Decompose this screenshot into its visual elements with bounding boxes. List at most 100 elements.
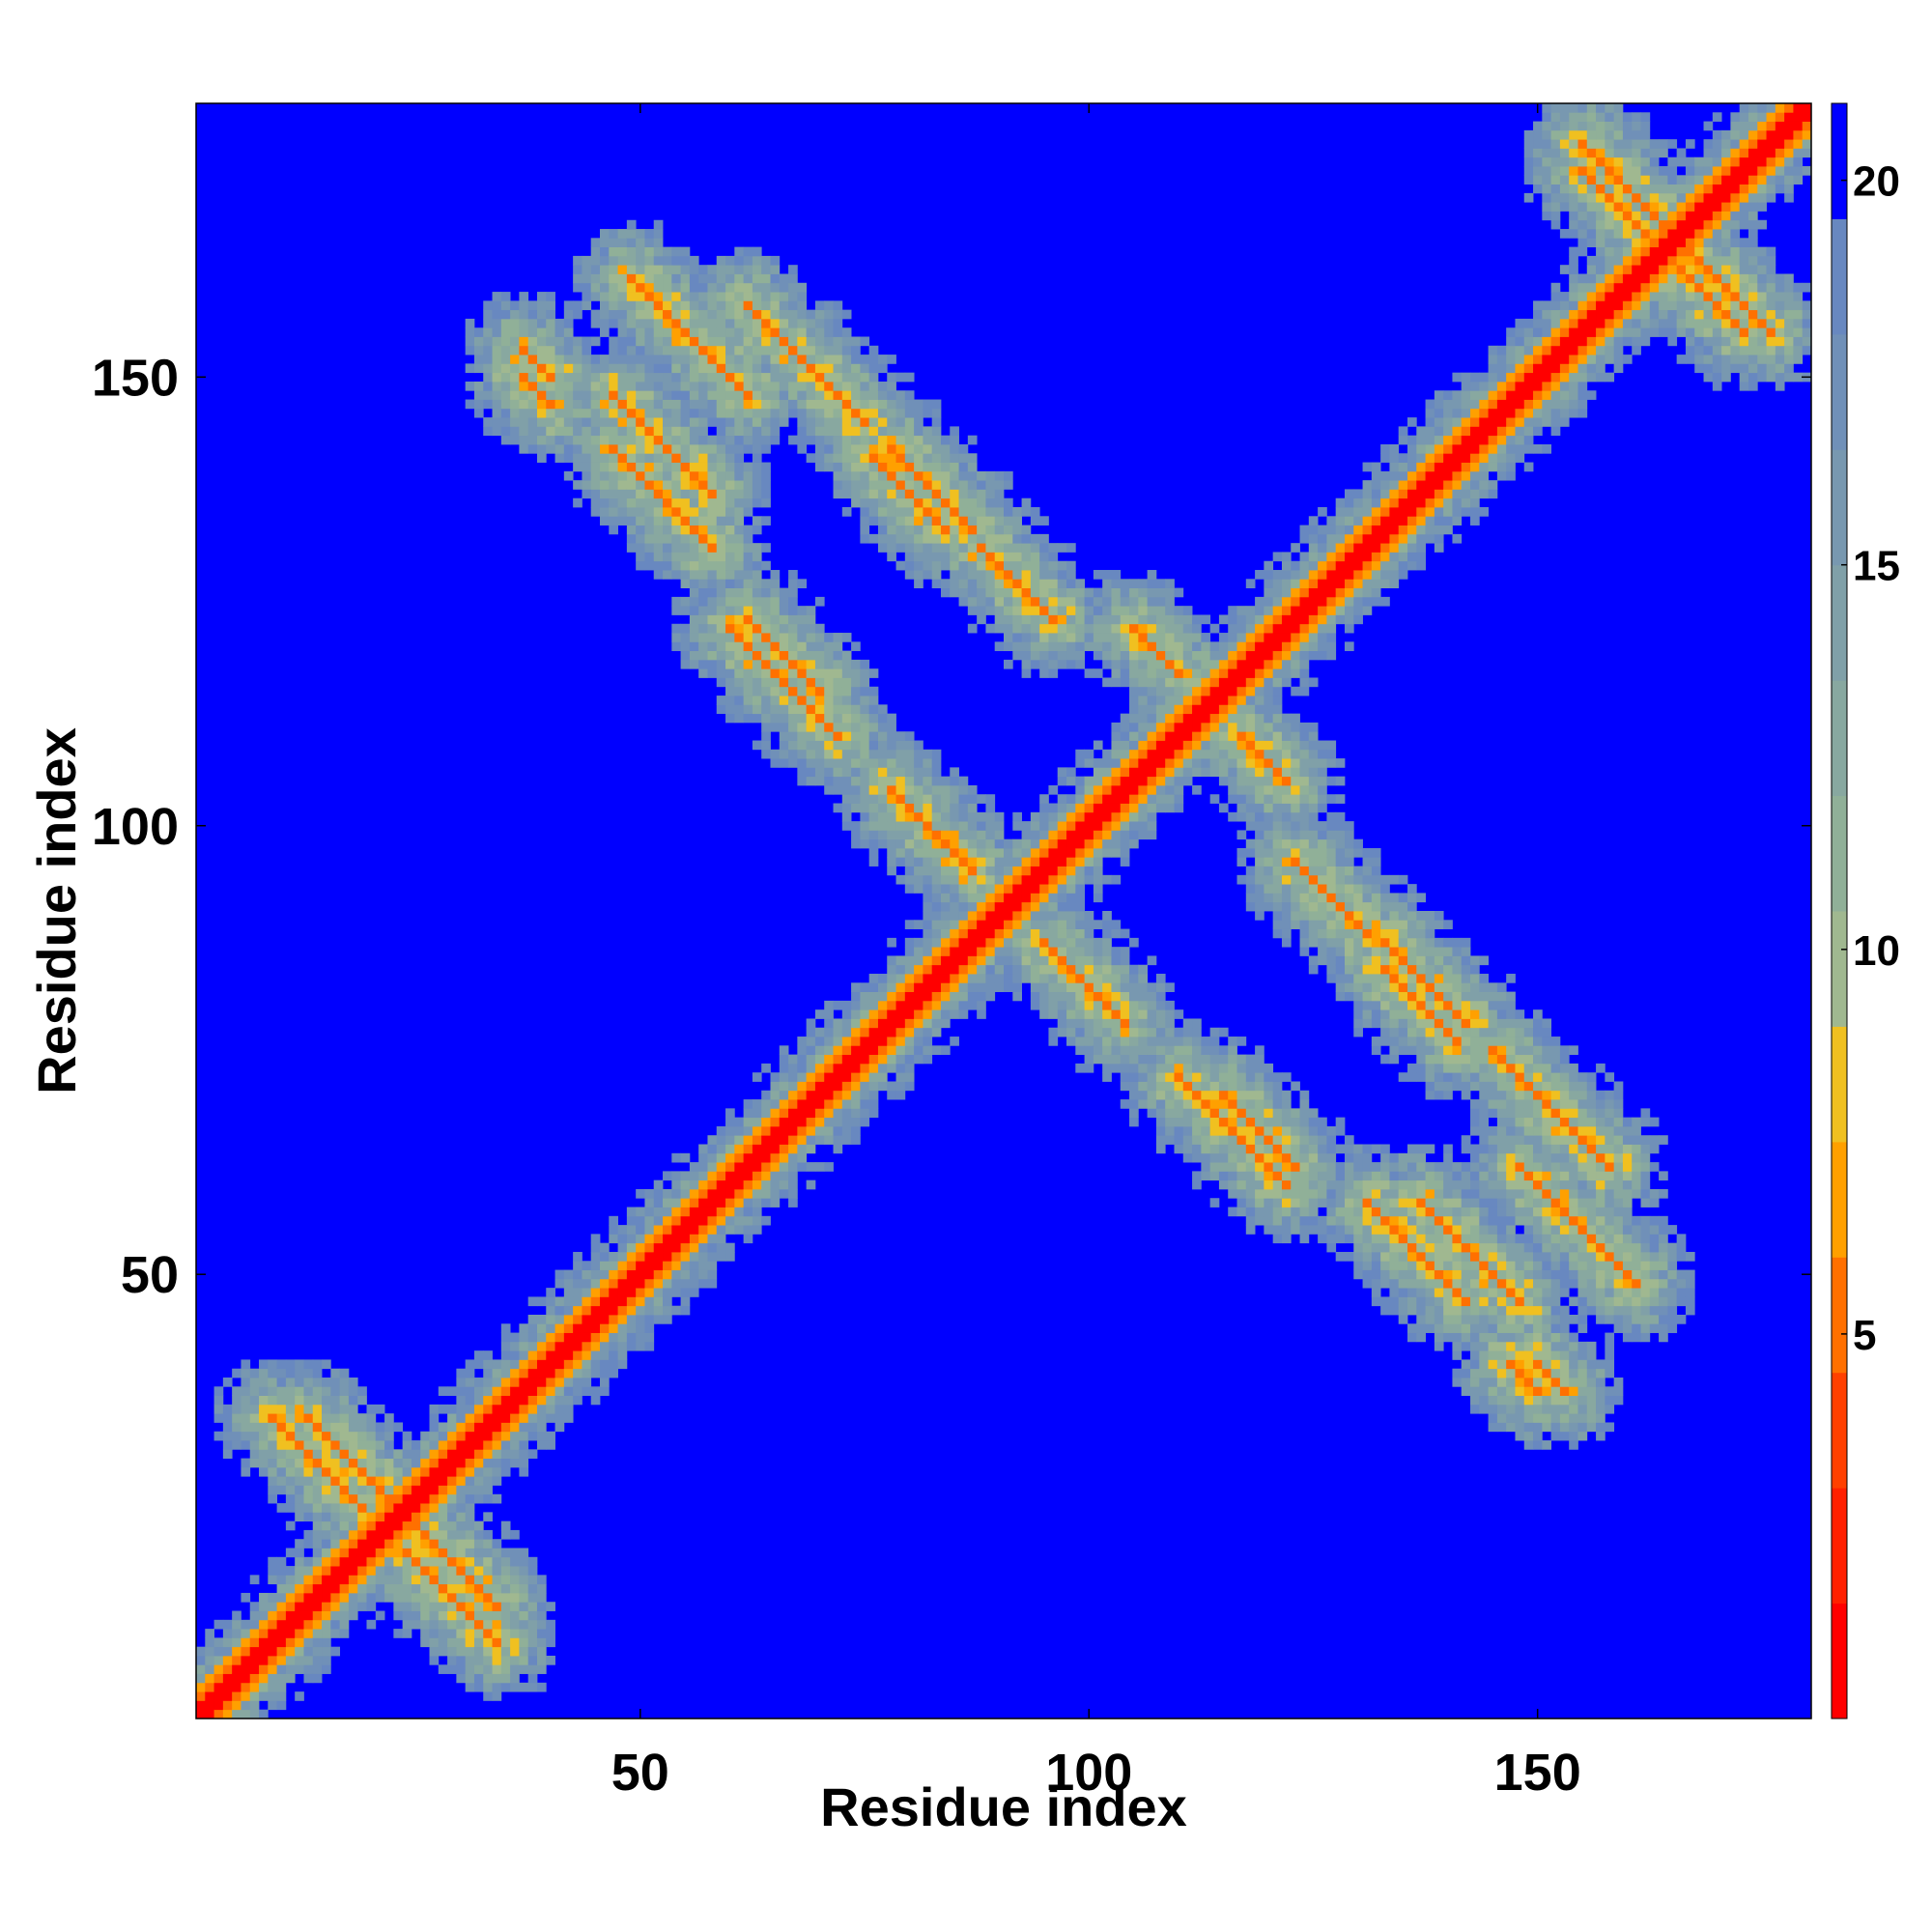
- heatmap-cell: [1218, 767, 1229, 778]
- heatmap-cell: [213, 1386, 224, 1396]
- heatmap-cell: [285, 1592, 296, 1603]
- heatmap-cell: [725, 265, 735, 274]
- heatmap-cell: [312, 1664, 323, 1674]
- heatmap-cell: [582, 480, 592, 490]
- heatmap-cell: [940, 821, 951, 831]
- heatmap-cell: [895, 1054, 906, 1065]
- heatmap-cell: [626, 1215, 637, 1226]
- heatmap-cell: [473, 336, 484, 347]
- heatmap-cell: [600, 309, 610, 320]
- heatmap-cell: [841, 355, 852, 364]
- heatmap-cell: [1102, 767, 1112, 778]
- heatmap-cell: [1192, 1152, 1202, 1163]
- heatmap-cell: [887, 453, 896, 463]
- heatmap-cell: [868, 372, 879, 383]
- heatmap-cell: [196, 1700, 206, 1711]
- heatmap-cell: [1129, 784, 1139, 795]
- heatmap-cell: [1165, 1090, 1175, 1100]
- heatmap-cell: [1138, 696, 1149, 705]
- heatmap-cell: [851, 408, 861, 418]
- heatmap-cell: [1030, 893, 1040, 903]
- heatmap-cell: [788, 1198, 798, 1208]
- heatmap-cell: [563, 1288, 574, 1297]
- heatmap-cell: [1048, 1037, 1059, 1046]
- heatmap-cell: [779, 650, 789, 661]
- heatmap-cell: [500, 1575, 511, 1585]
- heatmap-cell: [1120, 1099, 1130, 1109]
- heatmap-cell: [770, 606, 781, 615]
- heatmap-cell: [1201, 614, 1211, 625]
- heatmap-cell: [887, 489, 896, 499]
- heatmap-cell: [573, 1350, 582, 1360]
- heatmap-cell: [626, 489, 637, 499]
- heatmap-cell: [887, 507, 896, 517]
- heatmap-cell: [663, 1288, 672, 1297]
- heatmap-cell: [1030, 587, 1040, 598]
- heatmap-cell: [923, 955, 933, 966]
- heatmap-cell: [788, 1108, 798, 1119]
- heatmap-cell: [1129, 821, 1139, 831]
- heatmap-cell: [546, 1404, 555, 1414]
- heatmap-cell: [806, 1099, 816, 1109]
- heatmap-cell: [626, 327, 637, 337]
- heatmap-cell: [411, 1583, 421, 1594]
- heatmap-cell: [1048, 955, 1059, 966]
- heatmap-cell: [1120, 713, 1130, 724]
- heatmap-cell: [841, 1117, 852, 1127]
- heatmap-cell: [339, 1449, 350, 1460]
- heatmap-cell: [1192, 614, 1202, 625]
- heatmap-cell: [707, 300, 718, 311]
- heatmap-cell: [824, 408, 834, 418]
- heatmap-cell: [1075, 937, 1085, 948]
- heatmap-cell: [797, 327, 808, 337]
- heatmap-cell: [931, 991, 942, 1002]
- heatmap-cell: [1228, 1125, 1237, 1136]
- heatmap-cell: [824, 1090, 834, 1100]
- heatmap-cell: [447, 1566, 457, 1576]
- heatmap-cell: [887, 1090, 896, 1100]
- heatmap-cell: [636, 516, 645, 526]
- heatmap-cell: [1102, 1037, 1112, 1046]
- heatmap-cell: [725, 1251, 735, 1262]
- heatmap-cell: [1030, 533, 1040, 544]
- heatmap-cell: [860, 480, 870, 490]
- heatmap-cell: [698, 623, 708, 634]
- heatmap-cell: [573, 336, 582, 347]
- heatmap-cell: [1012, 543, 1022, 553]
- heatmap-cell: [967, 579, 978, 588]
- heatmap-cell: [285, 1359, 296, 1370]
- heatmap-cell: [779, 704, 789, 715]
- heatmap-cell: [1147, 1099, 1157, 1109]
- heatmap-cell: [644, 1305, 655, 1316]
- heatmap-cell: [904, 560, 915, 571]
- heatmap-cell: [1155, 1054, 1166, 1065]
- heatmap-cell: [814, 426, 825, 437]
- heatmap-cell: [977, 543, 986, 553]
- heatmap-cell: [940, 552, 951, 562]
- heatmap-cell: [1057, 614, 1067, 625]
- heatmap-cell: [680, 345, 691, 355]
- heatmap-cell: [339, 1610, 350, 1621]
- heatmap-cell: [680, 570, 691, 580]
- heatmap-cell: [734, 533, 745, 544]
- heatmap-cell: [1057, 767, 1067, 778]
- heatmap-cell: [671, 462, 681, 472]
- heatmap-cell: [510, 1655, 520, 1665]
- heatmap-cell: [761, 480, 771, 490]
- heatmap-cell: [860, 525, 870, 535]
- heatmap-cell: [196, 1709, 206, 1719]
- heatmap-cell: [653, 1242, 664, 1253]
- heatmap-cell: [276, 1422, 287, 1433]
- heatmap-cell: [788, 309, 798, 320]
- heatmap-cell: [473, 1637, 484, 1648]
- heatmap-cell: [797, 677, 808, 688]
- heatmap-cell: [814, 767, 825, 778]
- heatmap-cell: [1155, 659, 1166, 669]
- heatmap-cell: [536, 390, 547, 400]
- heatmap-cell: [295, 1619, 304, 1630]
- heatmap-cell: [904, 1045, 915, 1056]
- heatmap-cell: [931, 928, 942, 939]
- heatmap-cell: [895, 390, 906, 400]
- heatmap-cell: [241, 1422, 251, 1433]
- heatmap-cell: [779, 677, 789, 688]
